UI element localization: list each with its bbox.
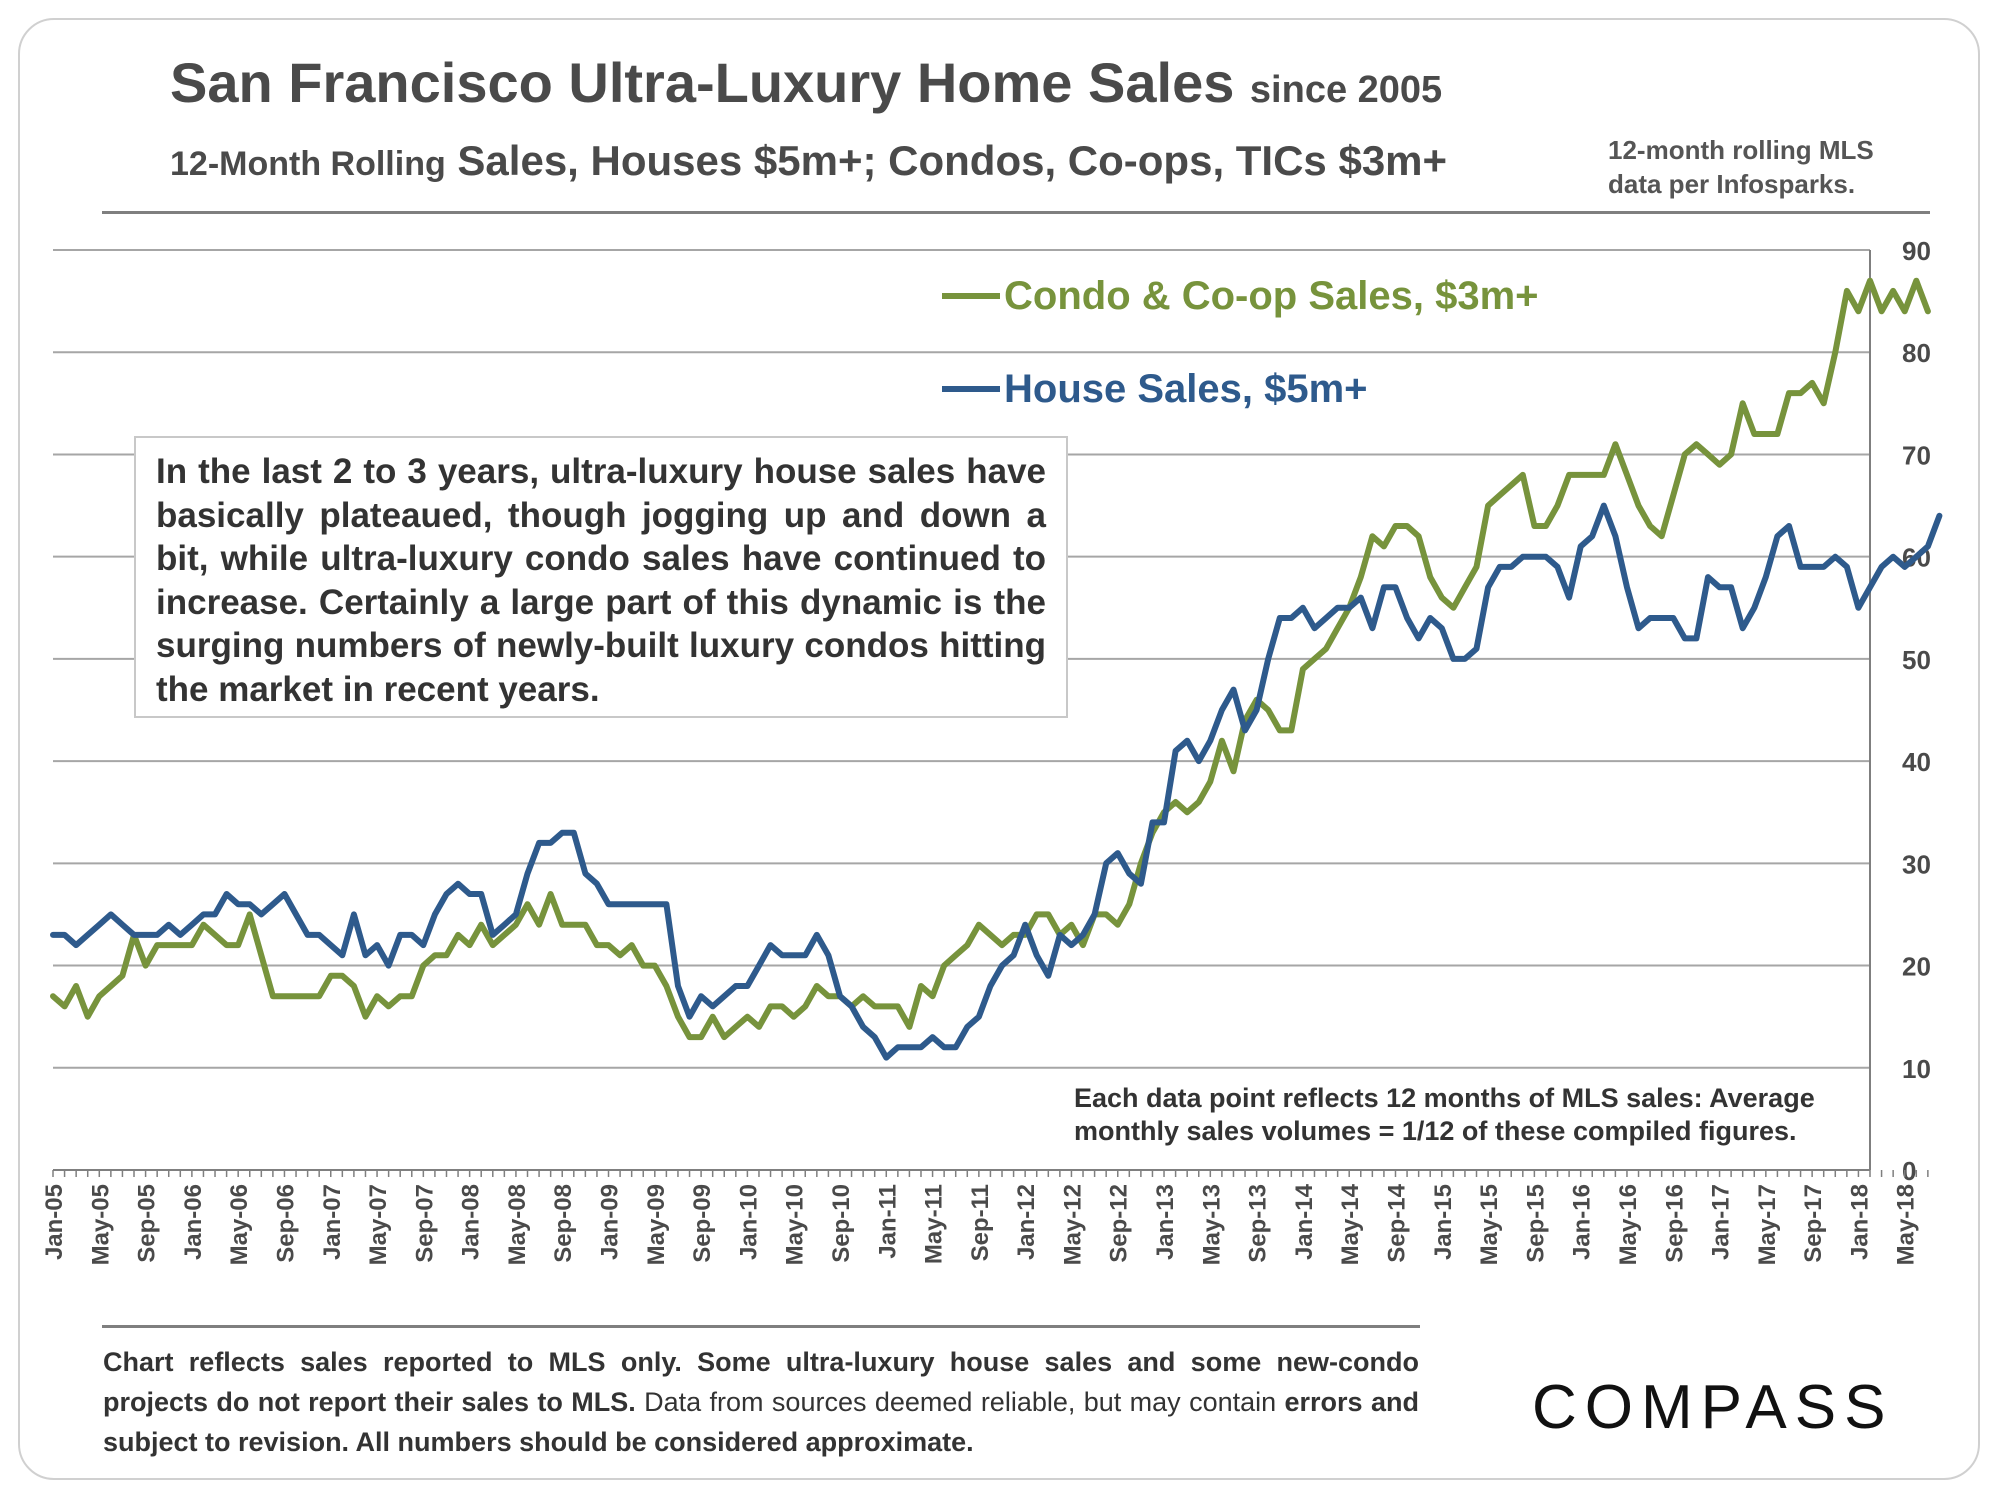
y-tick-label: 10: [1902, 1054, 1931, 1084]
x-tick-label: Sep-14: [1383, 1183, 1410, 1262]
x-tick-label: Sep-12: [1106, 1184, 1133, 1263]
x-tick-label: Jan-15: [1430, 1184, 1457, 1260]
x-tick-label: May-15: [1476, 1184, 1503, 1265]
x-tick-label: Jan-06: [180, 1184, 207, 1260]
legend-label: House Sales, $5m+: [1004, 367, 1368, 411]
header-rule: [102, 211, 1930, 214]
x-tick-label: Sep-10: [828, 1184, 855, 1263]
x-tick-label: Jan-12: [1013, 1184, 1040, 1260]
x-tick-label: May-06: [226, 1184, 253, 1265]
footnote-bold: Chart reflects sales reported to MLS onl…: [103, 1347, 1419, 1417]
data-note-line1: 12-month rolling MLS: [1608, 135, 1874, 165]
x-tick-label: Sep-07: [411, 1184, 438, 1263]
slide-frame: [18, 18, 1980, 1480]
x-tick-label: Sep-09: [689, 1184, 716, 1263]
subtitle-main: Sales, Houses $5m+; Condos, Co-ops, TICs…: [457, 137, 1448, 184]
x-tick-label: Jan-13: [1152, 1184, 1179, 1260]
footnote-normal: Data from sources deemed reliable, but m…: [635, 1387, 1277, 1417]
y-tick-label: 20: [1902, 952, 1931, 982]
chart-subtitle: 12-Month Rolling Sales, Houses $5m+; Con…: [170, 137, 1447, 185]
x-tick-label: Sep-17: [1800, 1184, 1827, 1263]
x-tick-label: May-07: [365, 1184, 392, 1265]
point-note-line1: Each data point reflects 12 months of ML…: [1074, 1083, 1815, 1113]
x-tick-label: May-11: [921, 1184, 948, 1264]
x-tick-label: Jan-17: [1708, 1184, 1735, 1260]
x-tick-label: Jan-18: [1846, 1184, 1873, 1260]
footnote: Chart reflects sales reported to MLS onl…: [103, 1342, 1419, 1462]
point-note-line2: monthly sales volumes = 1/12 of these co…: [1074, 1116, 1797, 1146]
x-tick-label: May-18: [1893, 1184, 1920, 1265]
chart-title: San Francisco Ultra-Luxury Home Sales si…: [170, 51, 1443, 114]
x-tick-label: Jan-08: [458, 1184, 485, 1260]
x-tick-label: May-09: [643, 1184, 670, 1265]
condo-sales-line: [50, 277, 1931, 1041]
data-point-note: Each data point reflects 12 months of ML…: [1074, 1082, 1815, 1148]
x-tick-label: Sep-08: [550, 1184, 577, 1263]
x-tick-label: May-10: [782, 1184, 809, 1265]
x-tick-label: Jan-10: [735, 1184, 762, 1260]
house-sales-line: [50, 502, 1943, 1061]
legend-label: Condo & Co-op Sales, $3m+: [1004, 274, 1539, 318]
x-tick-label: Sep-13: [1245, 1184, 1272, 1263]
footer-rule: [102, 1325, 1420, 1328]
x-tick-label: May-13: [1198, 1184, 1225, 1265]
x-tick-label: May-16: [1615, 1184, 1642, 1265]
x-tick-label: Jan-07: [319, 1184, 346, 1260]
x-tick-label: May-08: [504, 1184, 531, 1265]
x-tick-label: May-14: [1337, 1183, 1364, 1265]
subtitle-prefix: 12-Month Rolling: [170, 145, 446, 183]
x-tick-label: Sep-16: [1661, 1184, 1688, 1263]
y-tick-label: 70: [1902, 440, 1931, 470]
y-tick-label: 80: [1902, 338, 1931, 368]
x-tick-label: Jan-05: [41, 1184, 68, 1260]
x-tick-label: May-12: [1059, 1184, 1086, 1265]
x-tick-label: Sep-11: [967, 1184, 994, 1261]
y-tick-label: 0: [1902, 1156, 1916, 1186]
y-tick-label: 30: [1902, 849, 1931, 879]
compass-logo: COMPASS: [1532, 1373, 1894, 1442]
x-tick-label: Jan-14: [1291, 1183, 1318, 1260]
y-tick-label: 40: [1902, 747, 1931, 777]
x-tick-label: Jan-09: [597, 1184, 624, 1260]
annotation-box: In the last 2 to 3 years, ultra-luxury h…: [134, 436, 1068, 718]
data-source-note: 12-month rolling MLS data per Infosparks…: [1608, 133, 1874, 201]
footnote-bold-end: errors and subject to revision. All numb…: [103, 1387, 1419, 1457]
data-note-line2: data per Infosparks.: [1608, 169, 1856, 199]
x-tick-label: Sep-05: [134, 1184, 161, 1263]
x-tick-label: Sep-06: [272, 1184, 299, 1263]
x-tick-label: May-05: [87, 1184, 114, 1265]
x-tick-label: Sep-15: [1522, 1184, 1549, 1263]
y-tick-label: 90: [1902, 236, 1931, 266]
y-tick-label: 50: [1902, 645, 1931, 675]
x-tick-label: May-17: [1754, 1184, 1781, 1265]
title-suffix: since 2005: [1249, 69, 1443, 111]
x-tick-label: Jan-16: [1569, 1184, 1596, 1260]
x-tick-label: Jan-11: [874, 1184, 901, 1259]
